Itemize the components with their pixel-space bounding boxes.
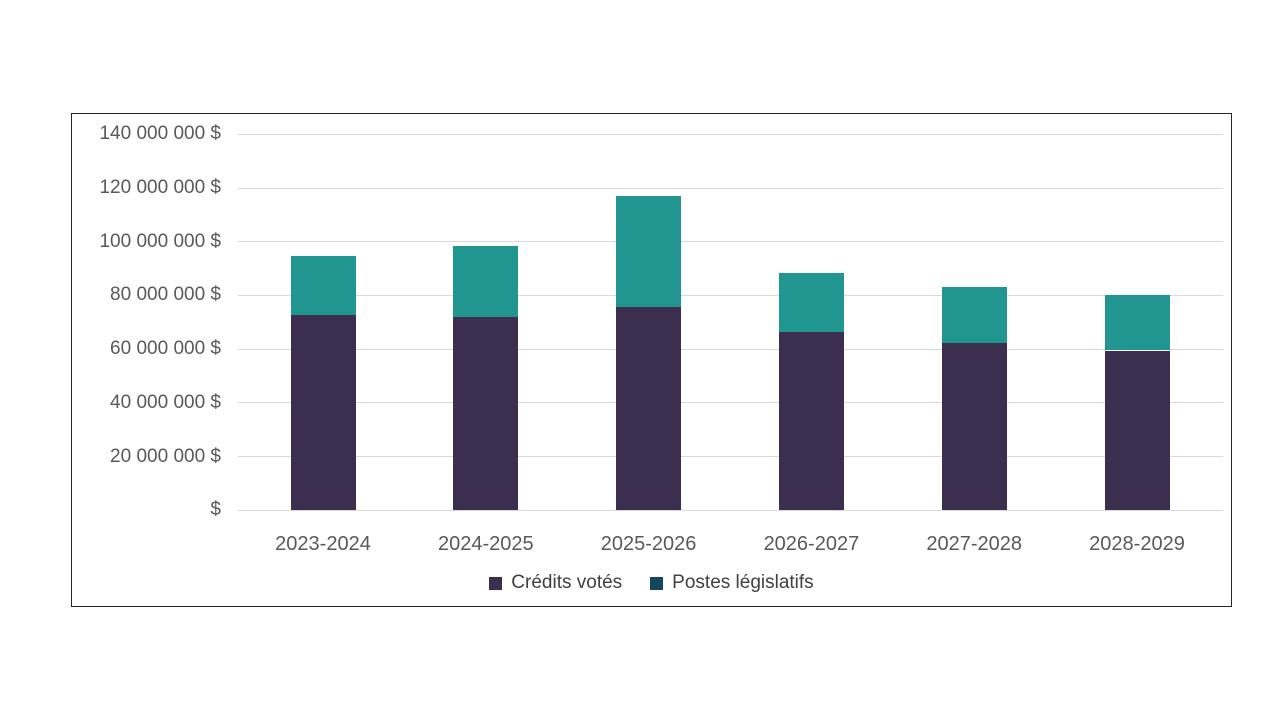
- chart-frame: $20 000 000 $ 40 000 000 $ 60 000 000 $ 80 …: [71, 113, 1232, 607]
- legend-marker-icon-credits-votes: [489, 576, 503, 590]
- gridline: [238, 241, 1223, 243]
- legend-marker-icon-postes-legislatifs: [650, 576, 664, 590]
- y-tick-label: 80 000 000 $: [110, 284, 221, 306]
- bar-segment-postes-legislatifs-2023-2024: [290, 255, 356, 316]
- bar-segment-postes-legislatifs-2026-2027: [778, 273, 844, 332]
- bar-segment-credits-votes-2028-2029: [1104, 350, 1170, 511]
- bar-segment-credits-votes-2024-2025: [453, 317, 519, 511]
- gridline: [238, 348, 1223, 350]
- y-tick-label: $: [210, 499, 221, 521]
- x-tick-label: 2025-2026: [600, 533, 697, 555]
- bar-segment-postes-legislatifs-2027-2028: [941, 286, 1007, 344]
- legend-label-postes-legislatifs: Postes législatifs: [672, 572, 814, 593]
- bar-segment-postes-legislatifs-2025-2026: [616, 196, 682, 307]
- gridline: [238, 187, 1223, 189]
- x-tick-label: 2023-2024: [275, 533, 371, 555]
- gridline: [238, 456, 1223, 458]
- legend-item-credits-votes: Crédits votés: [489, 572, 622, 594]
- x-tick-label: 2028-2029: [1089, 533, 1185, 555]
- y-tick-label: 140 000 000 $: [99, 123, 221, 145]
- gridline: [238, 402, 1223, 404]
- gridline: [238, 509, 1223, 511]
- bar-segment-postes-legislatifs-2028-2029: [1104, 295, 1170, 351]
- x-tick-label: 2024-2025: [437, 533, 534, 555]
- y-tick-label: 20 000 000 $: [110, 445, 221, 467]
- y-tick-label: 60 000 000 $: [110, 338, 221, 360]
- bar-segment-credits-votes-2023-2024: [290, 315, 356, 511]
- bar-segment-credits-votes-2025-2026: [616, 306, 682, 511]
- x-tick-label: 2027-2028: [926, 533, 1023, 555]
- legend-label-credits-votes: Crédits votés: [511, 572, 623, 593]
- bar-segment-credits-votes-2026-2027: [778, 331, 844, 511]
- x-tick-label: 2026-2027: [763, 533, 860, 555]
- y-tick-label: 100 000 000 $: [99, 230, 221, 252]
- bar-segment-credits-votes-2027-2028: [941, 343, 1007, 511]
- y-tick-label: 120 000 000 $: [99, 177, 221, 198]
- bar-segment-postes-legislatifs-2024-2025: [453, 246, 519, 318]
- gridline: [238, 294, 1223, 296]
- gridline: [238, 133, 1223, 135]
- legend-item-postes-legislatifs: Postes législatifs: [650, 572, 814, 594]
- y-tick-label: 40 000 000 $: [110, 391, 221, 413]
- legend: Crédits votés Postes législatifs: [72, 572, 1231, 594]
